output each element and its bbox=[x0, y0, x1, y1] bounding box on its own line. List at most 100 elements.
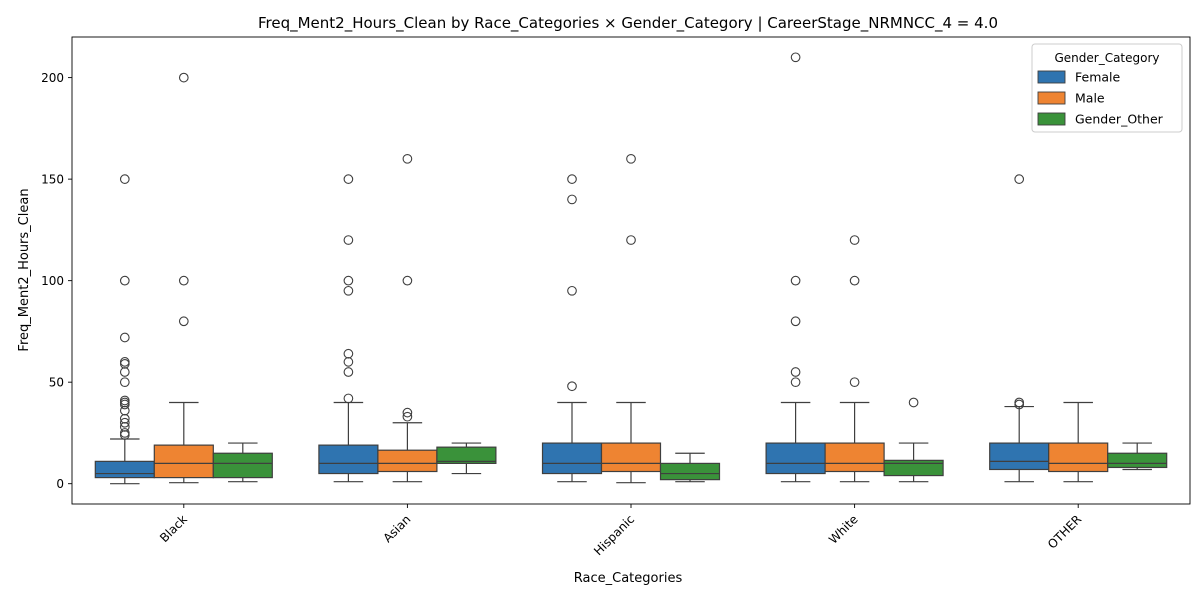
box-female-asian bbox=[318, 174, 379, 483]
box-iqr bbox=[1048, 442, 1109, 473]
legend-title: Gender_Category bbox=[1054, 51, 1159, 65]
box-iqr bbox=[436, 446, 497, 464]
box-male-asian bbox=[377, 153, 438, 483]
legend: Gender_Category Female Male Gender_Other bbox=[1031, 43, 1183, 133]
box-male-other bbox=[1048, 401, 1109, 483]
outlier-point bbox=[402, 407, 413, 418]
box-female-hispanic bbox=[541, 174, 603, 483]
outlier-point bbox=[343, 357, 354, 367]
x-tick-label: Asian bbox=[380, 512, 413, 545]
outlier-point bbox=[119, 359, 130, 369]
outlier-point bbox=[178, 275, 189, 286]
outlier-point bbox=[119, 174, 130, 184]
axes: 0 50 100 150 200 Black Asian Hispanic White OTHER bbox=[41, 71, 1084, 558]
outlier-point bbox=[343, 275, 354, 286]
y-tick-label: 0 bbox=[56, 477, 64, 491]
outlier-point bbox=[790, 377, 801, 388]
legend-swatch bbox=[1037, 70, 1066, 84]
outlier-point bbox=[343, 174, 354, 184]
outlier-point bbox=[1014, 174, 1025, 184]
outlier-point bbox=[119, 332, 130, 343]
box-iqr bbox=[765, 442, 826, 475]
outlier-point bbox=[626, 235, 636, 245]
y-tick-label: 50 bbox=[49, 376, 64, 390]
outlier-point bbox=[908, 397, 919, 408]
outlier-point bbox=[567, 285, 577, 296]
outlier-point bbox=[119, 428, 130, 438]
outlier-point bbox=[626, 153, 636, 164]
y-tick-label: 200 bbox=[41, 71, 64, 85]
outlier-point bbox=[119, 377, 130, 388]
y-axis-label: Freq_Ment2_Hours_Clean bbox=[17, 188, 32, 351]
outlier-point bbox=[119, 417, 130, 428]
outlier-point bbox=[567, 174, 577, 184]
outlier-point bbox=[343, 348, 354, 359]
outlier-point bbox=[343, 235, 354, 245]
outlier-point bbox=[790, 316, 801, 327]
outlier-point bbox=[790, 367, 801, 377]
outlier-point bbox=[119, 397, 130, 408]
outlier-point bbox=[178, 316, 189, 327]
outlier-point bbox=[119, 357, 130, 367]
box-iqr bbox=[659, 462, 721, 481]
x-tick-label: Hispanic bbox=[591, 512, 637, 558]
outlier-point bbox=[119, 405, 130, 416]
outlier-point bbox=[1014, 399, 1025, 410]
box-male-white bbox=[824, 235, 885, 483]
box-iqr bbox=[153, 444, 214, 479]
outlier-point bbox=[343, 367, 354, 377]
y-tick-label: 100 bbox=[41, 274, 64, 288]
legend-swatch bbox=[1037, 112, 1066, 126]
outlier-point bbox=[790, 52, 801, 63]
box-gender_other-black bbox=[212, 442, 273, 483]
outlier-point bbox=[402, 275, 413, 286]
outlier-point bbox=[119, 367, 130, 377]
box-female-white bbox=[765, 52, 826, 483]
outlier-point bbox=[343, 393, 354, 404]
outlier-point bbox=[343, 285, 354, 296]
legend-box bbox=[1031, 43, 1183, 133]
x-tick-label: Black bbox=[157, 512, 190, 545]
box-gender_other-hispanic bbox=[659, 452, 721, 483]
box-iqr bbox=[1107, 452, 1168, 469]
outlier-point bbox=[790, 275, 801, 286]
legend-label: Female bbox=[1075, 70, 1121, 85]
box-male-black bbox=[153, 72, 214, 484]
box-iqr bbox=[318, 444, 379, 475]
box-gender_other-asian bbox=[436, 442, 497, 475]
outlier-point bbox=[119, 275, 130, 286]
box-iqr bbox=[377, 449, 438, 473]
outlier-point bbox=[849, 235, 860, 245]
outlier-point bbox=[567, 381, 577, 392]
box-iqr bbox=[824, 442, 885, 473]
box-gender_other-white bbox=[883, 397, 944, 483]
legend-swatch bbox=[1037, 91, 1066, 105]
outlier-point bbox=[178, 72, 189, 83]
box-female-black bbox=[94, 174, 155, 485]
box-male-hispanic bbox=[600, 153, 662, 484]
outlier-point bbox=[849, 275, 860, 286]
box-female-other bbox=[989, 174, 1050, 483]
outlier-point bbox=[119, 430, 130, 440]
box-iqr bbox=[541, 442, 603, 475]
x-tick-label: White bbox=[826, 512, 861, 547]
outlier-point bbox=[567, 194, 577, 205]
box-iqr bbox=[600, 442, 662, 473]
outlier-point bbox=[119, 399, 130, 410]
legend-label: Gender_Other bbox=[1075, 112, 1164, 127]
x-tick-label: OTHER bbox=[1045, 512, 1084, 551]
box-iqr bbox=[883, 459, 944, 477]
box-iqr bbox=[212, 452, 273, 479]
chart-title: Freq_Ment2_Hours_Clean by Race_Categorie… bbox=[258, 14, 998, 33]
box-gender_other-other bbox=[1107, 442, 1168, 471]
outlier-point bbox=[849, 377, 860, 388]
box-iqr bbox=[989, 442, 1050, 471]
legend-label: Male bbox=[1075, 91, 1105, 106]
outlier-point bbox=[402, 411, 413, 422]
outlier-point bbox=[402, 153, 413, 164]
plot-area bbox=[94, 52, 1168, 485]
outlier-point bbox=[1014, 397, 1025, 408]
y-tick-label: 150 bbox=[41, 173, 64, 187]
x-axis-label: Race_Categories bbox=[574, 571, 683, 586]
